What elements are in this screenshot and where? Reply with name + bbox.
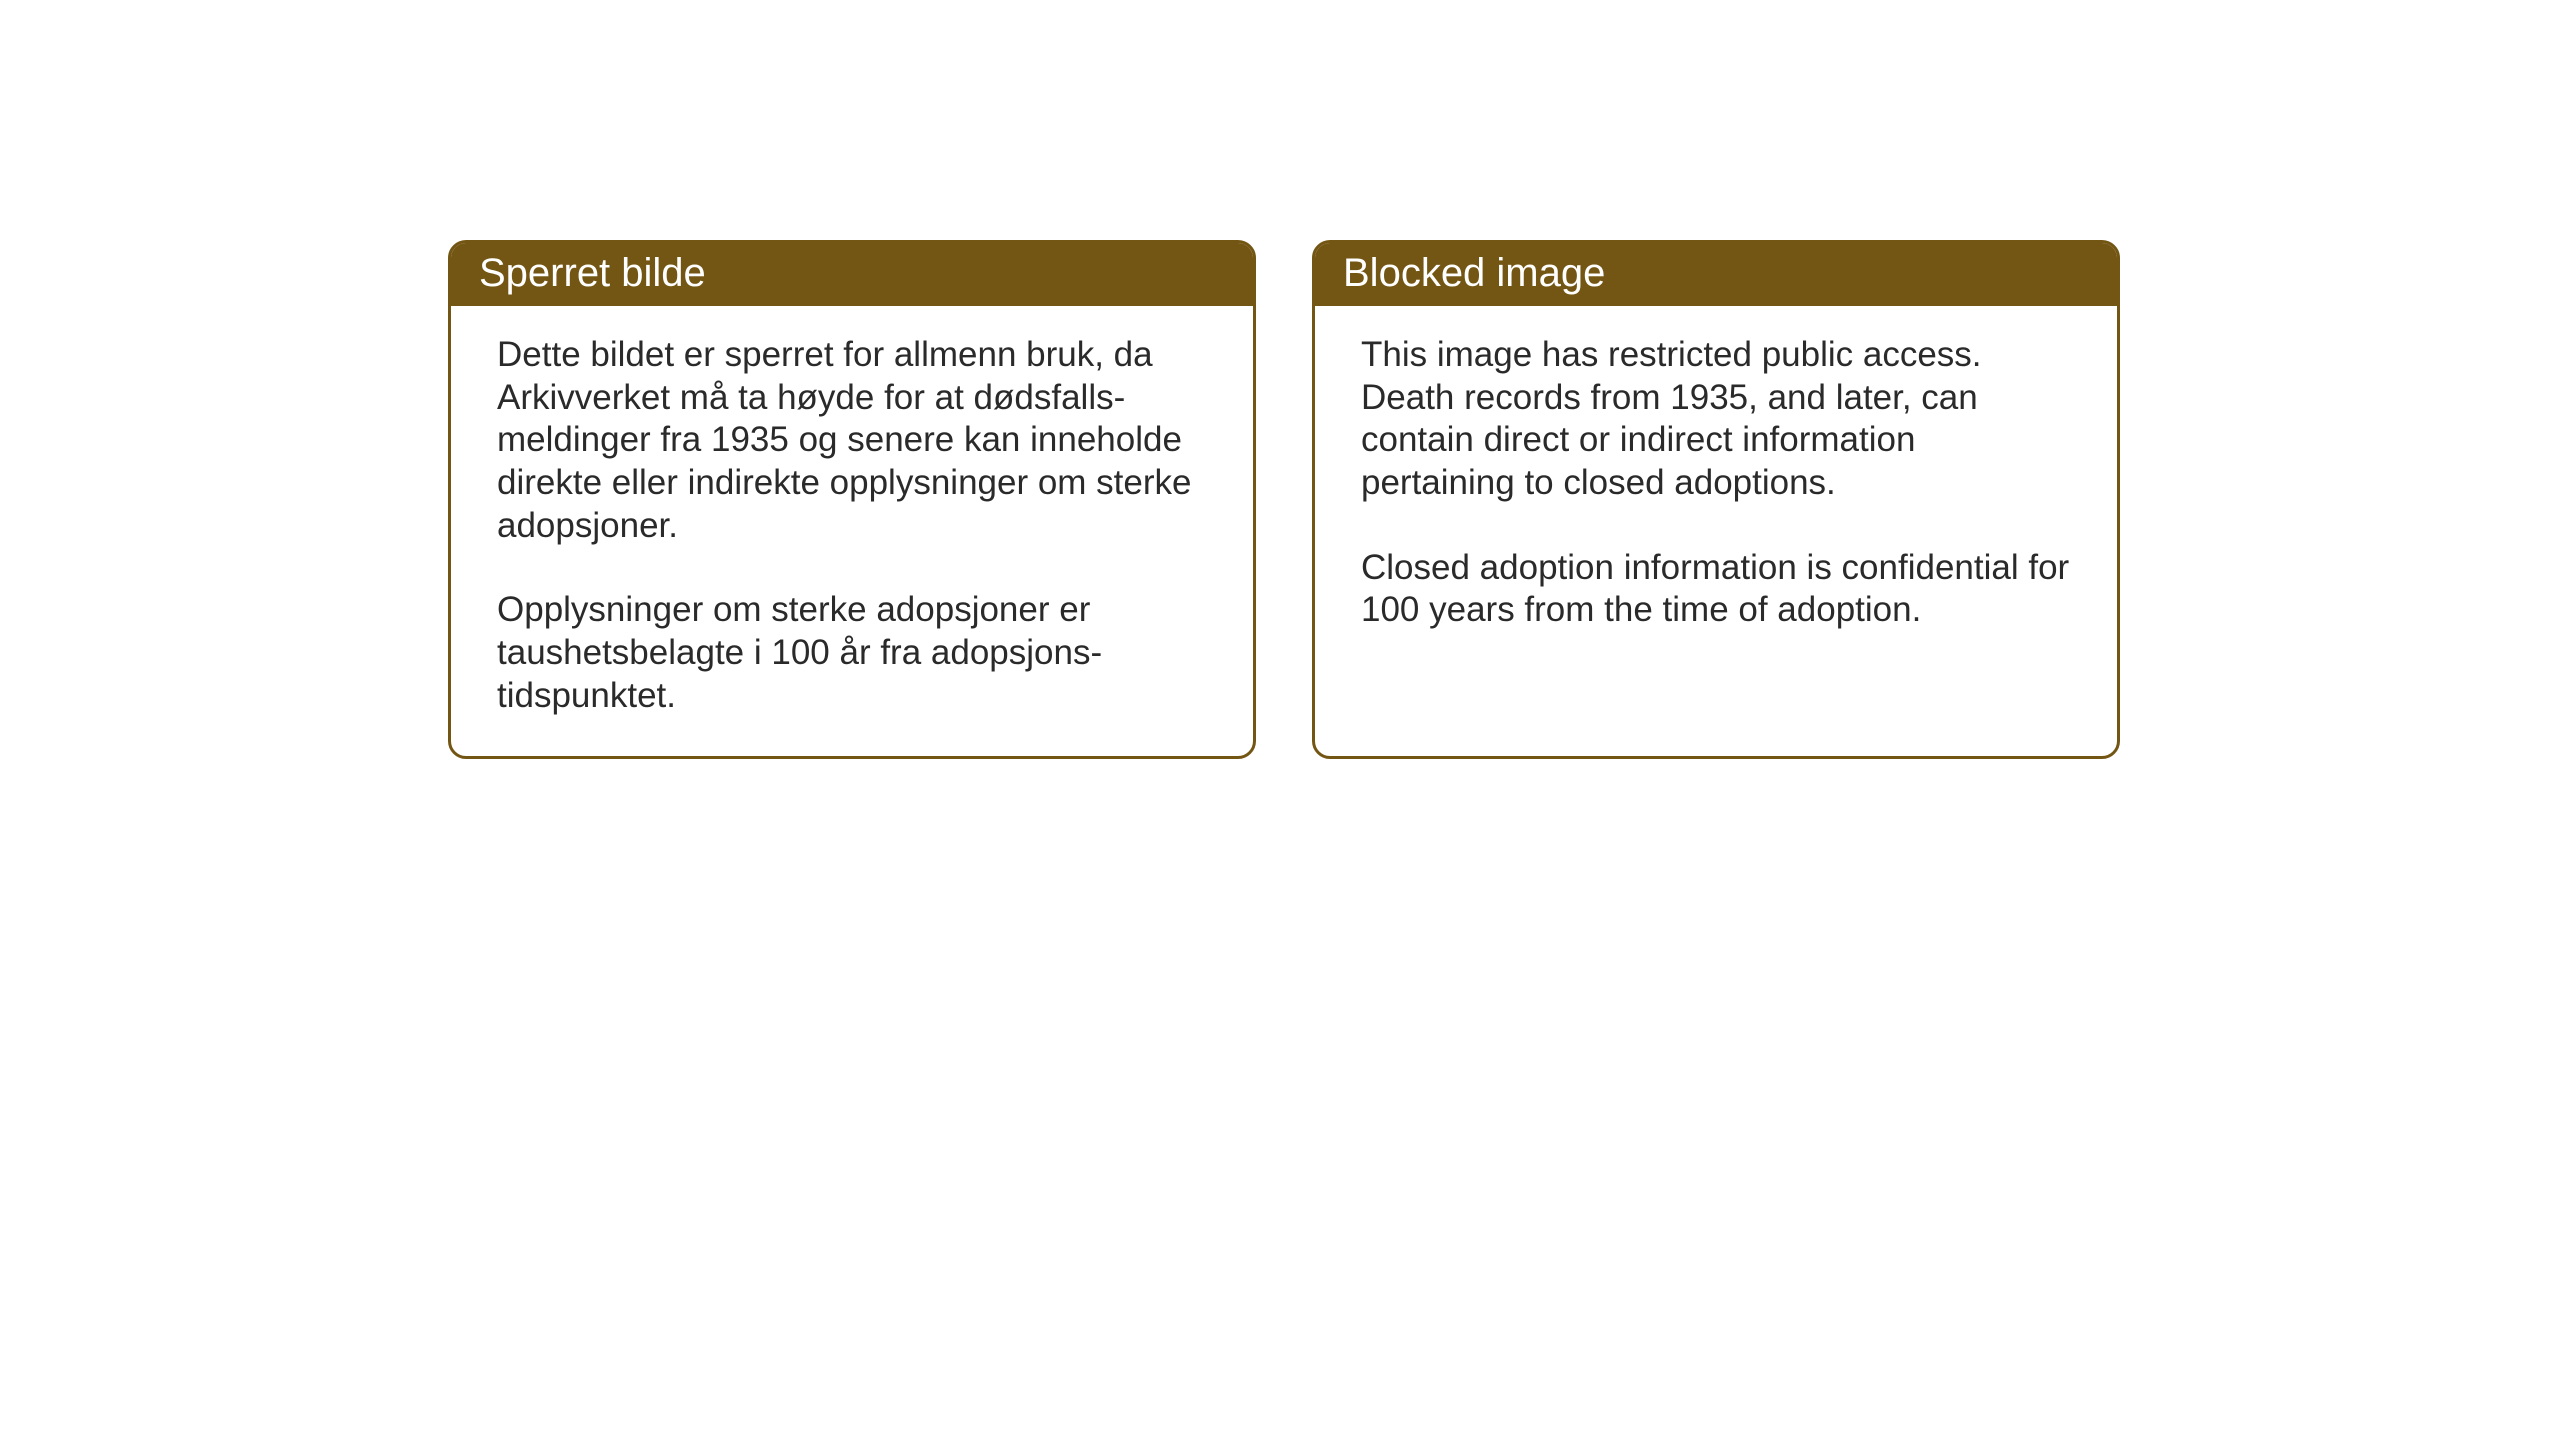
card-norwegian-body: Dette bildet er sperret for allmenn bruk… [451,306,1253,756]
card-english-paragraph-1: This image has restricted public access.… [1361,334,2071,505]
card-norwegian-paragraph-1: Dette bildet er sperret for allmenn bruk… [497,334,1207,547]
card-norwegian: Sperret bilde Dette bildet er sperret fo… [448,240,1256,759]
card-english-body: This image has restricted public access.… [1315,306,2117,670]
card-norwegian-header: Sperret bilde [451,243,1253,306]
card-english-paragraph-2: Closed adoption information is confident… [1361,547,2071,632]
cards-container: Sperret bilde Dette bildet er sperret fo… [448,240,2120,759]
card-norwegian-paragraph-2: Opplysninger om sterke adopsjoner er tau… [497,589,1207,717]
card-english: Blocked image This image has restricted … [1312,240,2120,759]
card-english-header: Blocked image [1315,243,2117,306]
